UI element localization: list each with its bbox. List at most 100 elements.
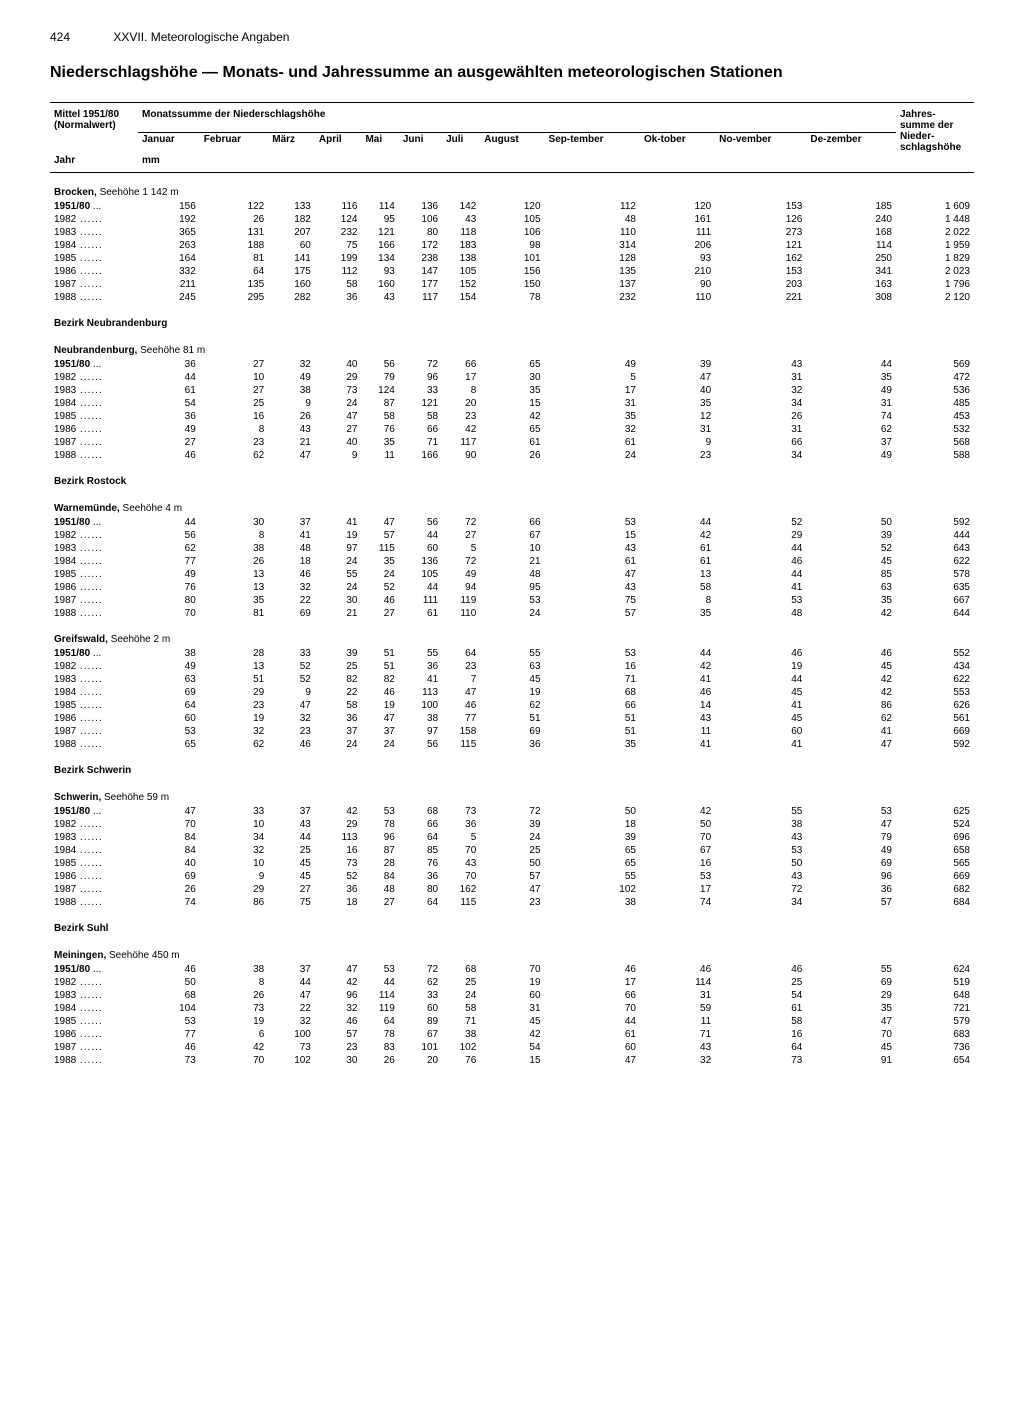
value-cell: 75: [545, 594, 640, 607]
value-cell: 57: [315, 1028, 362, 1041]
value-cell: 199: [315, 252, 362, 265]
value-cell: 46: [268, 568, 315, 581]
table-row: 198256841195744276715422939444: [50, 529, 974, 542]
value-cell: 55: [315, 568, 362, 581]
value-cell: 166: [361, 239, 398, 252]
value-cell: 263: [138, 239, 200, 252]
value-cell: 71: [442, 1015, 480, 1028]
value-cell: 58: [361, 410, 398, 423]
value-cell: 55: [715, 805, 806, 818]
value-cell: 43: [715, 831, 806, 844]
value-cell: 46: [715, 555, 806, 568]
value-cell: 27: [200, 358, 268, 371]
jahres-cell: 721: [896, 1002, 974, 1015]
value-cell: 47: [315, 963, 362, 976]
value-cell: 61: [545, 555, 640, 568]
value-cell: 43: [442, 857, 480, 870]
value-cell: 47: [268, 449, 315, 462]
value-cell: 34: [200, 831, 268, 844]
value-cell: 115: [442, 896, 480, 909]
value-cell: 53: [806, 805, 896, 818]
value-cell: 26: [138, 883, 200, 896]
table-row: 1983612738731243383517403249536: [50, 384, 974, 397]
jahres-cell: 667: [896, 594, 974, 607]
value-cell: 51: [545, 725, 640, 738]
value-cell: 182: [268, 213, 315, 226]
value-cell: 72: [715, 883, 806, 896]
value-cell: 19: [715, 660, 806, 673]
value-cell: 46: [442, 699, 480, 712]
table-row: 19887370102302620761547327391654: [50, 1054, 974, 1067]
value-cell: 48: [480, 568, 544, 581]
value-cell: 26: [480, 449, 544, 462]
table-row: 1984843225168785702565675349658: [50, 844, 974, 857]
value-cell: 96: [399, 371, 442, 384]
year-cell: 1983: [50, 673, 138, 686]
value-cell: 47: [268, 989, 315, 1002]
value-cell: 60: [715, 725, 806, 738]
header-month: Juli: [442, 133, 480, 154]
value-cell: 58: [640, 581, 715, 594]
jahres-cell: 684: [896, 896, 974, 909]
value-cell: 96: [315, 989, 362, 1002]
value-cell: 44: [640, 647, 715, 660]
value-cell: 42: [640, 660, 715, 673]
year-cell: 1988: [50, 607, 138, 620]
value-cell: 8: [200, 423, 268, 436]
value-cell: 14: [640, 699, 715, 712]
value-cell: 93: [361, 265, 398, 278]
station-title: Meiningen, Seehöhe 450 m: [50, 936, 974, 963]
jahres-cell: 2 022: [896, 226, 974, 239]
value-cell: 26: [715, 410, 806, 423]
value-cell: 85: [399, 844, 442, 857]
jahres-cell: 648: [896, 989, 974, 1002]
value-cell: 49: [806, 844, 896, 857]
year-cell: 1951/80 ...: [50, 516, 138, 529]
value-cell: 9: [640, 436, 715, 449]
header-month: Februar: [200, 133, 268, 154]
jahres-cell: 658: [896, 844, 974, 857]
value-cell: 135: [545, 265, 640, 278]
header-month: Sep-tember: [545, 133, 640, 154]
table-row: 1951/80 ...463837475372687046464655624: [50, 963, 974, 976]
value-cell: 87: [361, 844, 398, 857]
value-cell: 43: [545, 542, 640, 555]
value-cell: 15: [480, 397, 544, 410]
value-cell: 36: [442, 818, 480, 831]
value-cell: 41: [715, 699, 806, 712]
value-cell: 101: [480, 252, 544, 265]
value-cell: 61: [399, 607, 442, 620]
header-month: Mai: [361, 133, 398, 154]
value-cell: 37: [361, 725, 398, 738]
value-cell: 110: [442, 607, 480, 620]
value-cell: 122: [200, 200, 268, 213]
value-cell: 26: [268, 410, 315, 423]
value-cell: 44: [640, 516, 715, 529]
value-cell: 72: [480, 805, 544, 818]
value-cell: 65: [545, 844, 640, 857]
value-cell: 43: [442, 213, 480, 226]
value-cell: 56: [361, 358, 398, 371]
value-cell: 13: [200, 581, 268, 594]
value-cell: 27: [138, 436, 200, 449]
value-cell: 142: [442, 200, 480, 213]
header-month: Ok-tober: [640, 133, 715, 154]
value-cell: 41: [399, 673, 442, 686]
value-cell: 50: [545, 805, 640, 818]
table-row: 1987272321403571117616196637568: [50, 436, 974, 449]
value-cell: 50: [715, 857, 806, 870]
value-cell: 24: [480, 607, 544, 620]
value-cell: 295: [200, 291, 268, 304]
value-cell: 47: [442, 686, 480, 699]
jahres-cell: 536: [896, 384, 974, 397]
value-cell: 105: [399, 568, 442, 581]
value-cell: 102: [545, 883, 640, 896]
value-cell: 341: [806, 265, 896, 278]
value-cell: 126: [715, 213, 806, 226]
table-row: 19836826479611433246066315429648: [50, 989, 974, 1002]
value-cell: 33: [200, 805, 268, 818]
value-cell: 19: [315, 529, 362, 542]
value-cell: 63: [138, 673, 200, 686]
value-cell: 60: [268, 239, 315, 252]
value-cell: 41: [315, 516, 362, 529]
